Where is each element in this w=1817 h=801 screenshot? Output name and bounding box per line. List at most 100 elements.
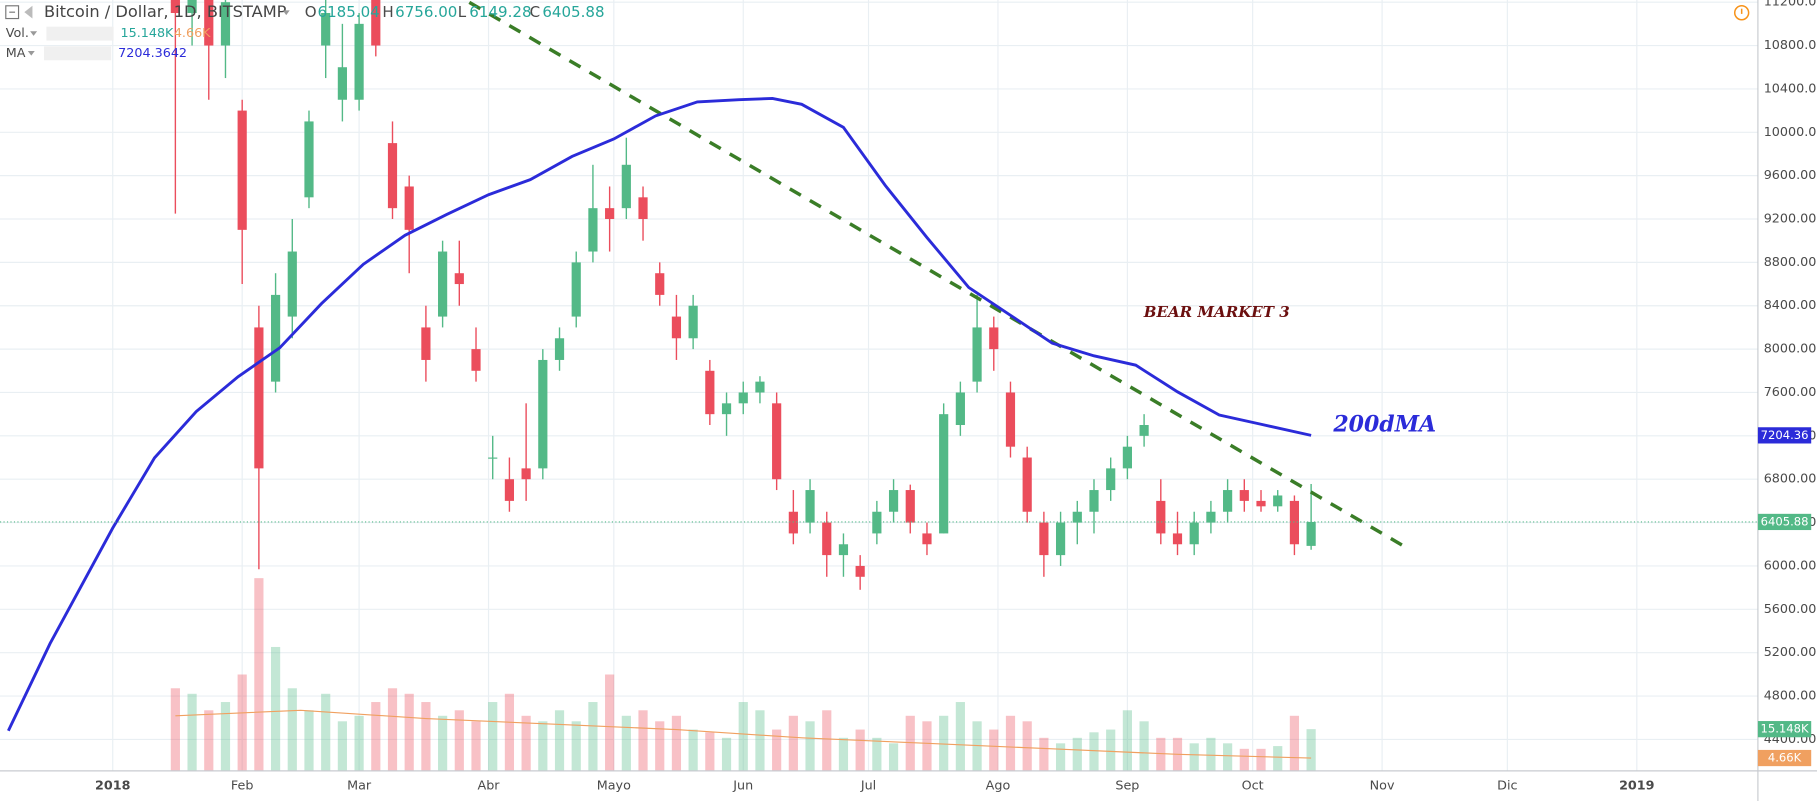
volume-bar xyxy=(488,702,498,771)
candle-body xyxy=(721,403,732,415)
volume-bar xyxy=(705,732,715,771)
dropdown[interactable] xyxy=(27,51,35,56)
ohlc-key: C xyxy=(530,3,541,21)
volume-bar xyxy=(337,721,347,771)
volume-bar xyxy=(387,688,398,771)
volume-bar xyxy=(521,715,531,771)
candle-body xyxy=(955,392,965,426)
candle-body xyxy=(404,186,414,230)
study-buttons[interactable] xyxy=(44,46,112,61)
study-value: 4.66K xyxy=(174,26,211,41)
y-tick-label: 10400.00 xyxy=(1764,81,1817,96)
annotation: BEAR MARKET 3 xyxy=(1143,303,1290,321)
candle-body xyxy=(922,533,932,545)
volume-bar xyxy=(1039,737,1049,771)
x-tick-label: Sep xyxy=(1115,778,1139,793)
y-tick-label: 6000.00 xyxy=(1764,558,1817,573)
volume-bar xyxy=(354,715,364,771)
volume-bar xyxy=(1139,721,1149,771)
volume-bar xyxy=(1189,743,1199,771)
candle-body xyxy=(1122,446,1132,469)
candle-body xyxy=(371,0,381,46)
annotation: 200dMA xyxy=(1332,411,1436,437)
candle-body xyxy=(254,327,264,469)
ohlc-value: 6756.00 xyxy=(395,3,457,21)
volume-bar xyxy=(855,729,865,771)
y-tick-label: 5600.00 xyxy=(1764,602,1817,617)
volume-bar xyxy=(1022,721,1032,771)
candle-body xyxy=(855,565,865,577)
y-tick-label: 8400.00 xyxy=(1764,298,1817,313)
volume-bar xyxy=(872,737,882,771)
candle-body xyxy=(421,327,431,360)
y-tick-label: 10000.00 xyxy=(1764,125,1817,140)
volume-bar xyxy=(471,721,481,771)
volume-bar xyxy=(1223,743,1233,771)
y-tick-label: 9600.00 xyxy=(1764,168,1817,183)
study-value: 15.148K xyxy=(121,26,175,41)
volume-bar xyxy=(438,715,448,771)
y-tick-label: 4800.00 xyxy=(1764,689,1817,704)
candle-body xyxy=(1172,533,1183,545)
last-price-label: 6405.88 xyxy=(1761,514,1809,528)
candle-body xyxy=(304,121,314,198)
volume-bar xyxy=(304,710,314,771)
volume-bar xyxy=(772,729,782,771)
ohlc-value: 6185.04 xyxy=(318,3,380,21)
collapse-icon[interactable] xyxy=(5,5,20,20)
candle-body xyxy=(1223,490,1233,512)
candle-body xyxy=(521,468,531,480)
candle-body xyxy=(554,338,565,360)
volume-bar xyxy=(404,693,414,771)
dropdown[interactable] xyxy=(30,31,38,36)
candle-body xyxy=(738,392,748,404)
candle-body xyxy=(1089,490,1099,512)
dropdown[interactable] xyxy=(282,10,290,16)
volume-bar xyxy=(1089,732,1099,771)
candle-body xyxy=(220,2,231,46)
candle-body xyxy=(504,479,515,501)
x-tick-label: Abr xyxy=(478,778,501,793)
candle-body xyxy=(337,67,347,100)
volume-bar xyxy=(805,721,815,771)
volume-bar xyxy=(371,702,381,771)
volume-bar xyxy=(939,715,949,771)
volume-bar xyxy=(621,715,631,771)
volume-bar xyxy=(822,710,832,771)
candle-body xyxy=(872,511,882,534)
y-tick-label: 6800.00 xyxy=(1764,472,1817,487)
study-label: MA xyxy=(6,46,26,61)
candle-body xyxy=(1189,522,1199,545)
volume-pane xyxy=(170,578,1316,771)
candle-body xyxy=(170,0,180,14)
x-tick-label: Dic xyxy=(1497,778,1517,793)
volume-bar xyxy=(270,646,281,771)
candle-body xyxy=(671,316,682,339)
flag-icon[interactable] xyxy=(24,5,33,19)
y-tick-label: 11200.00 xyxy=(1764,0,1817,10)
volume-bar xyxy=(538,721,548,771)
y-tick-label: 10800.00 xyxy=(1764,38,1817,53)
candle-body xyxy=(972,327,982,382)
volume-bar xyxy=(755,710,765,771)
ma-price-label: 7204.36 xyxy=(1761,428,1809,442)
candle-body xyxy=(1156,500,1166,534)
y-tick-label: 5200.00 xyxy=(1764,645,1817,660)
alert-icon[interactable] xyxy=(1733,5,1750,21)
volume-bar xyxy=(421,702,431,771)
candle-body xyxy=(471,349,481,371)
candle-body xyxy=(788,511,798,534)
candle-body xyxy=(605,208,615,220)
volume-ma-label-box xyxy=(1757,749,1812,767)
legend-header: Bitcoin / Dollar, 1D, BITSTAMP O 6185.04… xyxy=(5,2,1750,61)
x-tick-label: Jul xyxy=(860,778,876,793)
candle-body xyxy=(621,164,631,209)
candle-body xyxy=(1039,522,1049,556)
volume-bar xyxy=(1005,715,1016,771)
study-value: 7204.3642 xyxy=(118,46,187,61)
volume-bar xyxy=(204,710,214,771)
study-buttons[interactable] xyxy=(46,26,114,41)
candle-body xyxy=(1206,511,1216,523)
candle-body xyxy=(287,251,297,317)
ohlc-key: L xyxy=(458,3,467,21)
